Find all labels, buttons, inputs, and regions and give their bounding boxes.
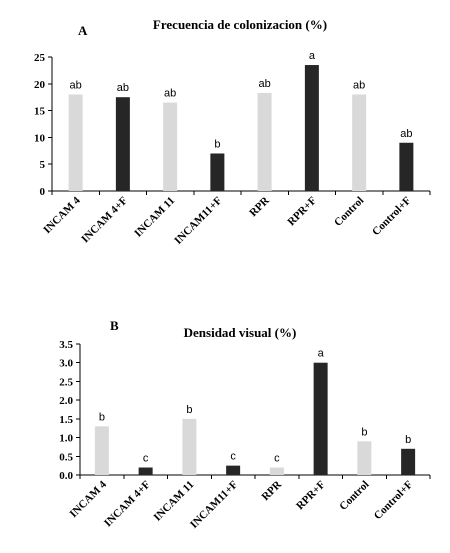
data-label: c [274,453,280,465]
x-tick-label: Control+F [372,478,416,522]
data-label: a [309,50,316,62]
x-tick-label: INCAM11+F [172,194,224,246]
x-tick-label: Control [337,479,371,513]
bar [68,94,83,191]
y-tick-label: 2.0 [59,395,73,407]
bar [399,142,414,191]
y-tick-label: 3.0 [59,358,73,370]
x-tick-label: INCAM 4 [41,194,83,236]
data-label: b [214,138,220,150]
bar [401,448,416,475]
panel-letter: A [78,23,88,38]
bar [163,102,178,191]
bar [257,92,272,191]
panel-b: B Densidad visual (%) 0.0 0.5 1.0 1.5 2.0 2.5… [59,318,431,531]
bar [226,465,241,475]
data-label: ab [400,128,412,140]
data-label: c [143,453,149,465]
y-tick-label: 5 [40,159,46,171]
chart-title: Densidad visual (%) [184,325,297,340]
chart-title: Frecuencia de colonizacion (%) [153,17,327,32]
bar [115,97,130,191]
panel-a: A Frecuencia de colonizacion (%) 0 5 10 15 2… [34,17,431,247]
data-label: b [186,404,192,416]
x-tick-label: INCAM 11 [132,195,177,240]
data-label: b [361,426,367,438]
y-tick-label: 25 [34,52,46,64]
y-tick-label: 1.5 [59,414,73,426]
panel-letter: B [110,318,119,333]
x-tick-label: Control [332,195,366,229]
data-label: ab [117,82,129,94]
y-tick-label: 0.0 [59,470,73,482]
bar [138,467,153,475]
bar [210,153,225,191]
data-label: ab [164,88,176,100]
bar [304,65,319,191]
y-tick-label: 15 [34,106,46,118]
x-tick-label: INCAM 4 [67,478,109,520]
x-tick-label: RPR [247,194,272,219]
x-tick-label: INCAM11+F [188,478,240,530]
data-label: c [230,451,236,463]
data-label: ab [353,80,365,92]
y-tick-label: 2.5 [59,376,73,388]
data-label: b [405,434,411,446]
x-tick-label: INCAM 4+F [102,478,153,529]
x-tick-label: Control+F [370,194,414,238]
x-tick-label: INCAM 4+F [79,194,130,245]
y-tick-label: 3.5 [59,339,73,351]
x-tick-label: RPR+F [294,478,328,512]
bar [352,94,367,191]
bar [94,426,109,475]
data-label: ab [259,78,271,90]
y-tick-label: 0 [40,186,46,198]
data-label: b [99,411,105,423]
bar [313,362,328,475]
y-tick-label: 10 [34,132,46,144]
bar [357,441,372,475]
bar [269,467,284,475]
data-label: a [318,348,325,360]
x-tick-label: RPR [260,478,285,503]
x-tick-label: INCAM 11 [151,479,196,524]
y-tick-label: 1.0 [59,433,73,445]
data-label: ab [70,80,82,92]
bar [182,418,197,475]
y-tick-label: 20 [34,79,46,91]
y-tick-label: 0.5 [59,451,73,463]
x-tick-label: RPR+F [285,194,319,228]
